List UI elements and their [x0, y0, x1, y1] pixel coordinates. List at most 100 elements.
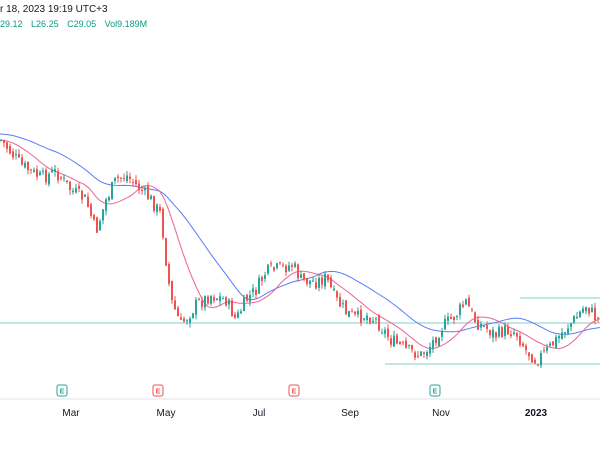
- candle-body: [3, 139, 5, 143]
- candle-body: [90, 204, 92, 216]
- candle-body: [483, 325, 485, 327]
- candle-body: [489, 329, 491, 335]
- ohlc-close: C29.05: [67, 19, 97, 29]
- candle-body: [486, 325, 488, 329]
- candle-body: [411, 345, 413, 350]
- candle-body: [387, 328, 389, 337]
- candle-body: [195, 299, 197, 315]
- candle-body: [558, 336, 560, 339]
- candle-body: [339, 296, 341, 307]
- candle-body: [60, 177, 62, 179]
- candle-body: [561, 332, 563, 339]
- candle-body: [234, 314, 236, 318]
- candle-body: [183, 318, 185, 322]
- candle-body: [381, 332, 383, 334]
- candle-body: [564, 332, 566, 334]
- candle-body: [585, 307, 587, 312]
- candle-body: [420, 351, 422, 356]
- candle-body: [414, 352, 416, 358]
- candle-body: [378, 315, 380, 331]
- candle-body: [444, 318, 446, 330]
- candle-body: [504, 325, 506, 336]
- candle-body: [246, 294, 248, 301]
- candle-body: [522, 343, 524, 347]
- candle-body: [591, 307, 593, 313]
- candle-body: [321, 277, 323, 285]
- candle-body: [306, 277, 308, 284]
- candle-body: [225, 297, 227, 306]
- candlesticks: [0, 139, 599, 368]
- candle-body: [540, 353, 542, 366]
- candle-body: [417, 355, 419, 357]
- candle-body: [27, 161, 29, 171]
- candle-body: [123, 177, 125, 179]
- candle-body: [432, 340, 434, 350]
- candle-body: [474, 312, 476, 323]
- candle-body: [180, 317, 182, 320]
- horizontal-levels: [0, 297, 600, 365]
- candle-body: [15, 154, 17, 156]
- moving-average-slow: [0, 133, 600, 335]
- candle-body: [402, 342, 404, 344]
- candle-body: [453, 316, 455, 320]
- candle-body: [363, 318, 365, 320]
- candle-body: [24, 162, 26, 168]
- candle-body: [222, 298, 224, 300]
- x-tick-label: Nov: [432, 408, 450, 419]
- candle-body: [534, 359, 536, 364]
- candle-body: [219, 296, 221, 302]
- candle-body: [258, 277, 260, 294]
- earnings-marker-0[interactable]: E: [56, 384, 68, 397]
- candle-body: [285, 265, 287, 273]
- header-timestamp: r 18, 2023 19:19 UTC+3: [0, 4, 108, 15]
- candle-body: [291, 265, 293, 267]
- candle-body: [159, 207, 161, 211]
- candle-body: [279, 262, 281, 264]
- candle-body: [186, 320, 188, 322]
- candle-body: [495, 332, 497, 338]
- candle-body: [66, 180, 68, 182]
- candle-body: [0, 139, 2, 141]
- candle-body: [519, 336, 521, 346]
- candle-body: [330, 277, 332, 288]
- candle-body: [270, 263, 272, 265]
- candle-body: [144, 187, 146, 191]
- header-ohlc: 29.12 L26.25 C29.05 Vol9.189M: [0, 19, 153, 29]
- candle-body: [429, 347, 431, 354]
- candle-body: [507, 326, 509, 335]
- earnings-marker-1[interactable]: E: [152, 384, 164, 397]
- svg-text:E: E: [433, 389, 438, 396]
- candle-body: [45, 169, 47, 183]
- candle-body: [390, 338, 392, 345]
- candle-body: [312, 280, 314, 282]
- candle-body: [231, 300, 233, 317]
- candle-body: [549, 343, 551, 346]
- candle-body: [252, 288, 254, 293]
- candle-body: [435, 337, 437, 344]
- candle-body: [240, 311, 242, 314]
- candle-body: [570, 323, 572, 327]
- candle-body: [264, 275, 266, 279]
- candle-body: [81, 190, 83, 200]
- candle-body: [261, 277, 263, 282]
- candle-body: [72, 190, 74, 193]
- candle-body: [543, 350, 545, 352]
- candle-body: [114, 177, 116, 181]
- candle-body: [57, 171, 59, 181]
- candle-body: [36, 169, 38, 177]
- candle-body: [132, 181, 134, 183]
- candle-body: [189, 318, 191, 323]
- candle-body: [243, 297, 245, 312]
- svg-text:E: E: [292, 389, 297, 396]
- candle-body: [366, 315, 368, 321]
- candle-body: [294, 263, 296, 267]
- earnings-marker-2[interactable]: E: [288, 384, 300, 397]
- candle-body: [498, 326, 500, 337]
- candle-body: [210, 295, 212, 304]
- candle-body: [579, 311, 581, 318]
- candle-body: [51, 170, 53, 173]
- x-tick-label: 2023: [525, 408, 548, 419]
- earnings-marker-3[interactable]: E: [429, 384, 441, 397]
- candle-body: [120, 177, 122, 179]
